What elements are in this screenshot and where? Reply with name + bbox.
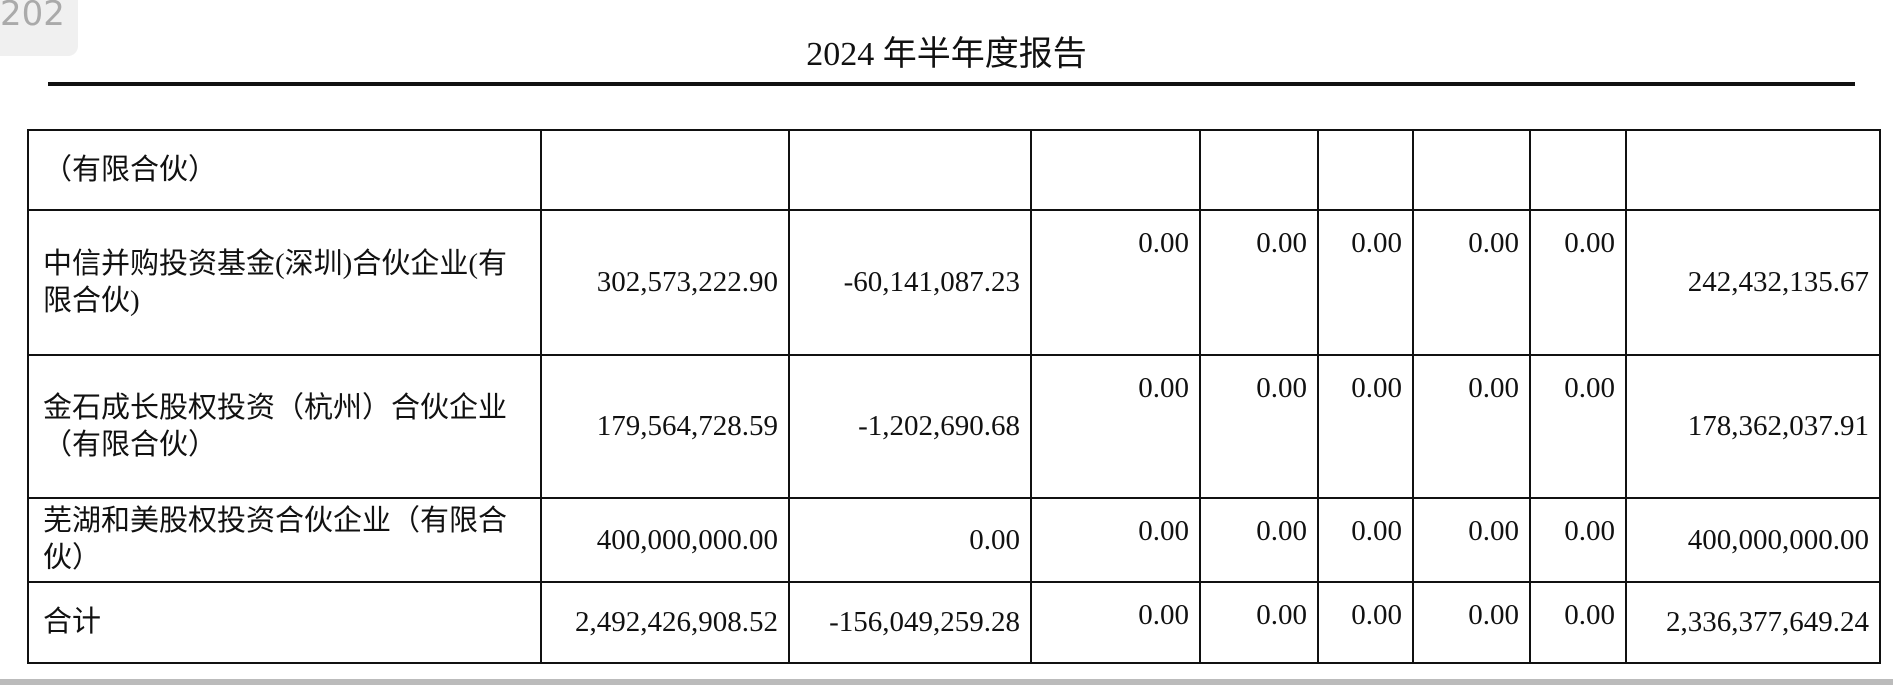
investment-table: （有限合伙） 中信并购投资基金(深圳)合伙企业(有限合伙) 302,573,222.… xyxy=(27,129,1881,664)
amount-cell: 400,000,000.00 xyxy=(1625,497,1881,583)
amount-cell xyxy=(1199,129,1319,211)
amount-cell: 0.00 xyxy=(1030,209,1201,356)
amount-cell: 400,000,000.00 xyxy=(540,497,790,583)
amount-cell: 178,362,037.91 xyxy=(1625,354,1881,499)
amount-cell: 302,573,222.90 xyxy=(540,209,790,356)
amount-cell: 0.00 xyxy=(1030,581,1201,664)
table-row: 芜湖和美股权投资合伙企业（有限合伙） 400,000,000.00 0.00 0.00… xyxy=(27,497,1881,583)
amount-cell: -1,202,690.68 xyxy=(788,354,1032,499)
amount-cell: 0.00 xyxy=(1317,497,1414,583)
amount-cell: 0.00 xyxy=(1317,354,1414,499)
table-row: 合计 2,492,426,908.52 -156,049,259.28 0.00 0.0… xyxy=(27,581,1881,664)
amount-cell: 0.00 xyxy=(1529,581,1627,664)
amount-cell xyxy=(540,129,790,211)
amount-cell: -156,049,259.28 xyxy=(788,581,1032,664)
entity-name: 金石成长股权投资（杭州）合伙企业（有限合伙） xyxy=(27,354,542,499)
entity-name: 芜湖和美股权投资合伙企业（有限合伙） xyxy=(27,497,542,583)
amount-cell: 0.00 xyxy=(1030,354,1201,499)
amount-cell xyxy=(788,129,1032,211)
amount-cell xyxy=(1529,129,1627,211)
amount-cell: -60,141,087.23 xyxy=(788,209,1032,356)
report-title: 2024 年半年度报告 xyxy=(806,36,1087,73)
amount-cell: 0.00 xyxy=(1412,209,1531,356)
entity-name: 合计 xyxy=(27,581,542,664)
table-row: （有限合伙） xyxy=(27,129,1881,211)
entity-name: 中信并购投资基金(深圳)合伙企业(有限合伙) xyxy=(27,209,542,356)
amount-cell: 0.00 xyxy=(1412,581,1531,664)
amount-cell: 0.00 xyxy=(1030,497,1201,583)
amount-cell: 242,432,135.67 xyxy=(1625,209,1881,356)
amount-cell: 179,564,728.59 xyxy=(540,354,790,499)
header-rule xyxy=(48,82,1855,86)
amount-cell: 2,336,377,649.24 xyxy=(1625,581,1881,664)
amount-cell xyxy=(1412,129,1531,211)
amount-cell: 0.00 xyxy=(1529,497,1627,583)
amount-cell: 0.00 xyxy=(1529,209,1627,356)
amount-cell xyxy=(1625,129,1881,211)
bottom-bar xyxy=(0,679,1893,685)
table-row: 中信并购投资基金(深圳)合伙企业(有限合伙) 302,573,222.90 -60,… xyxy=(27,209,1881,356)
amount-cell: 0.00 xyxy=(788,497,1032,583)
amount-cell: 0.00 xyxy=(1412,497,1531,583)
amount-cell: 2,492,426,908.52 xyxy=(540,581,790,664)
page-badge: 202 xyxy=(0,0,78,56)
amount-cell: 0.00 xyxy=(1412,354,1531,499)
amount-cell: 0.00 xyxy=(1199,209,1319,356)
amount-cell: 0.00 xyxy=(1199,354,1319,499)
amount-cell: 0.00 xyxy=(1317,209,1414,356)
entity-name: （有限合伙） xyxy=(27,129,542,211)
table-row: 金石成长股权投资（杭州）合伙企业（有限合伙） 179,564,728.59 -1,2… xyxy=(27,354,1881,499)
amount-cell: 0.00 xyxy=(1199,581,1319,664)
amount-cell xyxy=(1317,129,1414,211)
amount-cell: 0.00 xyxy=(1199,497,1319,583)
amount-cell xyxy=(1030,129,1201,211)
amount-cell: 0.00 xyxy=(1317,581,1414,664)
amount-cell: 0.00 xyxy=(1529,354,1627,499)
